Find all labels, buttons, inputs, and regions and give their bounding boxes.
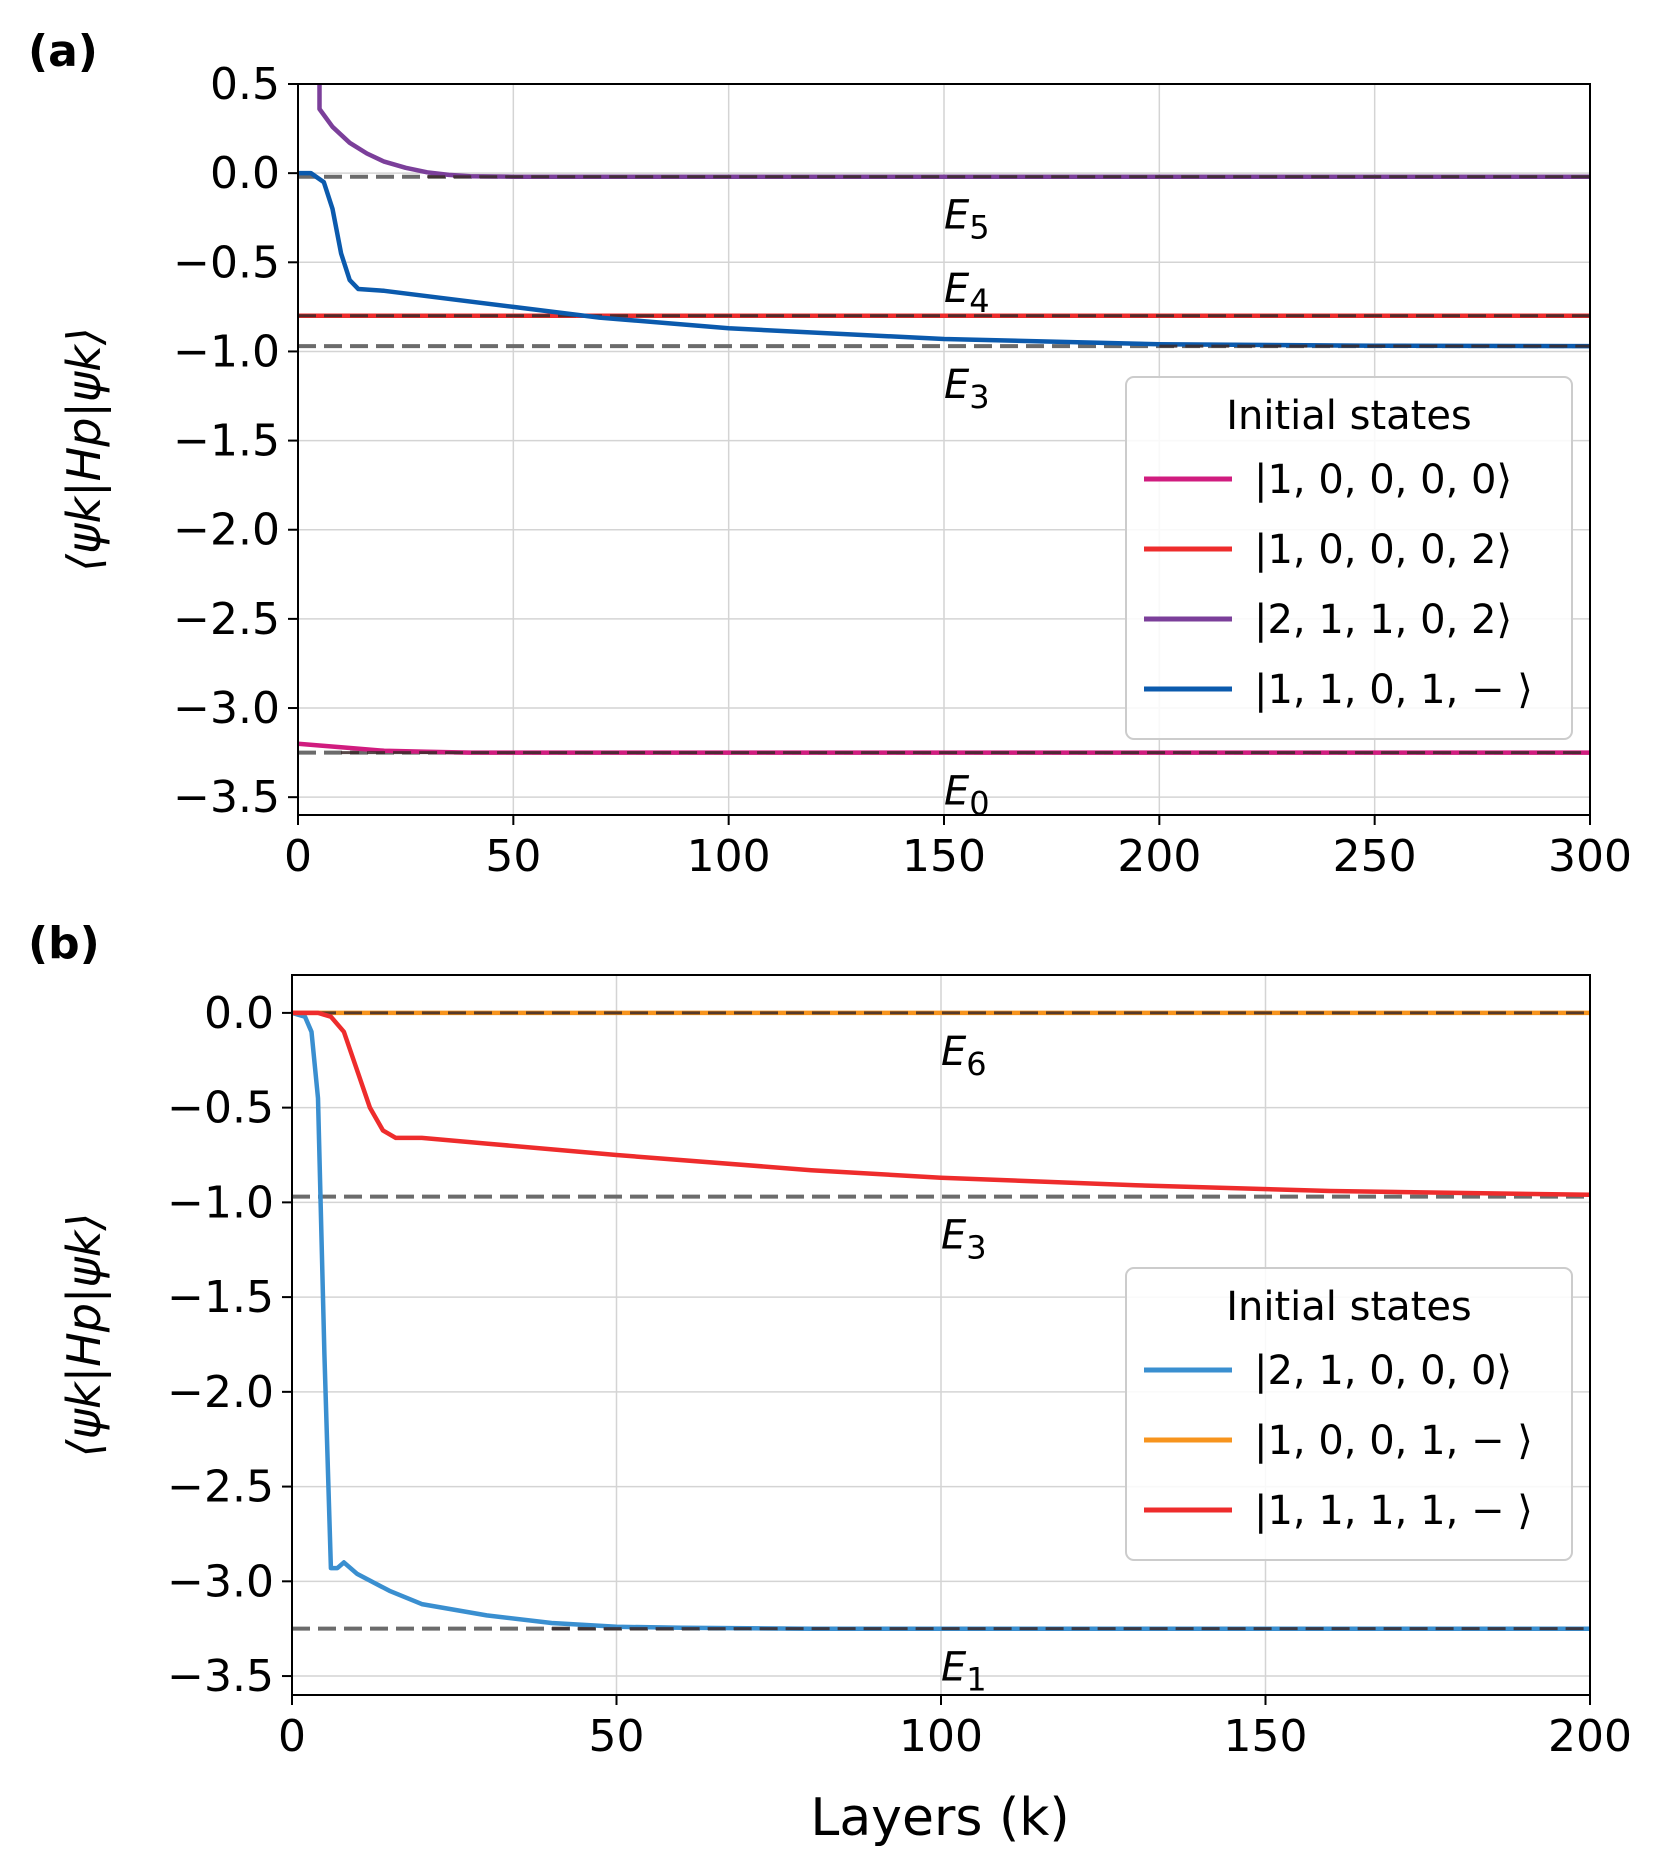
panel-a-y-tick-label: −1.0 — [173, 326, 280, 377]
panel-a-x-tick-label: 50 — [485, 831, 541, 882]
panel-b-series-line-2 — [292, 1010, 1590, 1198]
panel-a-x-tick-label: 250 — [1333, 831, 1417, 882]
energy-label-E6: E6 — [941, 1029, 987, 1083]
panel-a-x-tick-label: 0 — [284, 831, 312, 882]
energy-label-E1: E1 — [941, 1645, 987, 1699]
panel-b-y-tick-label: −2.0 — [167, 1367, 274, 1418]
energy-label-E4: E4 — [944, 266, 990, 320]
panel-a-legend-entry: |1, 0, 0, 0, 0⟩ — [1254, 457, 1512, 503]
panel-b-y-tick-label: 0.0 — [204, 988, 274, 1039]
panel-b-y-tick-label: −0.5 — [167, 1083, 274, 1134]
panel-b-y-tick-label: −1.5 — [167, 1272, 274, 1323]
panel-b-y-tick-label: −2.5 — [167, 1462, 274, 1513]
energy-label-E3: E3 — [944, 362, 990, 416]
panel-b-energy-labels: E6 E3 E1 — [941, 1029, 987, 1699]
panel-b-legend-title: Initial states — [1226, 1284, 1472, 1330]
x-axis-label: Layers (k) — [810, 1788, 1069, 1848]
panel-a-legend-entry: |1, 0, 0, 0, 2⟩ — [1254, 527, 1512, 573]
panel-a: (a) 0 50 100 150 200 250 300 0.5 0.0 −0.5 −1.0 −1.… — [28, 26, 1632, 882]
panel-b-x-tick-label: 150 — [1224, 1711, 1308, 1762]
panel-b-y-tick-label: −1.0 — [167, 1177, 274, 1228]
panel-a-y-tick-label: −2.5 — [173, 594, 280, 645]
panel-b: (b) 0 50 100 150 200 0.0 −0.5 −1.0 −1.5 −2.0 −2.5… — [28, 918, 1632, 1762]
panel-b-series-line-0 — [292, 1010, 1590, 1631]
panel-a-series — [298, 84, 1590, 755]
panel-b-legend-entry: |1, 0, 0, 1, − ⟩ — [1254, 1418, 1533, 1464]
panel-b-label: (b) — [28, 918, 100, 969]
panel-a-legend: Initial states |1, 0, 0, 0, 0⟩ |1, 0, 0, 0… — [1125, 376, 1573, 740]
panel-a-y-axis-label: ⟨ψk|Hp|ψk⟩ — [57, 327, 112, 572]
panel-a-y-tick-label: 0.0 — [210, 148, 280, 199]
panel-b-legend: Initial states |2, 1, 0, 0, 0⟩ |1, 0, 0, 1… — [1125, 1267, 1573, 1561]
panel-b-legend-entry: |1, 1, 1, 1, − ⟩ — [1254, 1488, 1533, 1534]
energy-label-E3: E3 — [941, 1213, 987, 1267]
panel-b-x-tick-label: 50 — [589, 1711, 645, 1762]
panel-a-x-tick-label: 200 — [1117, 831, 1201, 882]
panel-b-x-tick-label: 100 — [899, 1711, 983, 1762]
panel-a-y-tick-label: −3.5 — [173, 772, 280, 823]
panel-a-y-tick-label: −1.5 — [173, 416, 280, 467]
panel-b-x-tick-label: 0 — [278, 1711, 306, 1762]
panel-a-x-ticks: 0 50 100 150 200 250 300 — [284, 815, 1632, 882]
panel-a-label: (a) — [28, 26, 98, 77]
panel-b-y-tick-label: −3.0 — [167, 1556, 274, 1607]
energy-label-E0: E0 — [944, 769, 990, 823]
panel-a-y-tick-label: −0.5 — [173, 237, 280, 288]
panel-b-y-ticks: 0.0 −0.5 −1.0 −1.5 −2.0 −2.5 −3.0 −3.5 — [167, 988, 292, 1702]
panel-a-x-tick-label: 300 — [1548, 831, 1632, 882]
panel-a-legend-entry: |2, 1, 1, 0, 2⟩ — [1254, 597, 1512, 643]
panel-b-y-axis-label: ⟨ψk|Hp|ψk⟩ — [57, 1213, 112, 1458]
panel-a-energy-labels: E5 E4 E3 E0 — [944, 193, 990, 823]
panel-a-legend-entry: |1, 1, 0, 1, − ⟩ — [1254, 667, 1533, 713]
energy-label-E5: E5 — [944, 193, 990, 247]
panel-b-legend-entry: |2, 1, 0, 0, 0⟩ — [1254, 1348, 1512, 1394]
panel-b-x-ticks: 0 50 100 150 200 — [278, 1695, 1632, 1762]
panel-a-series-line-2 — [317, 84, 1590, 179]
panel-a-y-tick-label: 0.5 — [210, 59, 280, 110]
panel-a-y-tick-label: −2.0 — [173, 505, 280, 556]
panel-a-series-line-3 — [298, 170, 1590, 349]
panel-a-y-ticks: 0.5 0.0 −0.5 −1.0 −1.5 −2.0 −2.5 −3.0 −3.5 — [173, 59, 298, 823]
panel-a-y-tick-label: −3.0 — [173, 683, 280, 734]
panel-a-x-tick-label: 100 — [687, 831, 771, 882]
panel-b-y-tick-label: −3.5 — [167, 1651, 274, 1702]
panel-b-series — [292, 1010, 1590, 1631]
panel-a-series-line-0 — [298, 741, 1590, 755]
panel-b-x-tick-label: 200 — [1548, 1711, 1632, 1762]
panel-a-x-tick-label: 150 — [902, 831, 986, 882]
panel-a-legend-title: Initial states — [1226, 393, 1472, 439]
